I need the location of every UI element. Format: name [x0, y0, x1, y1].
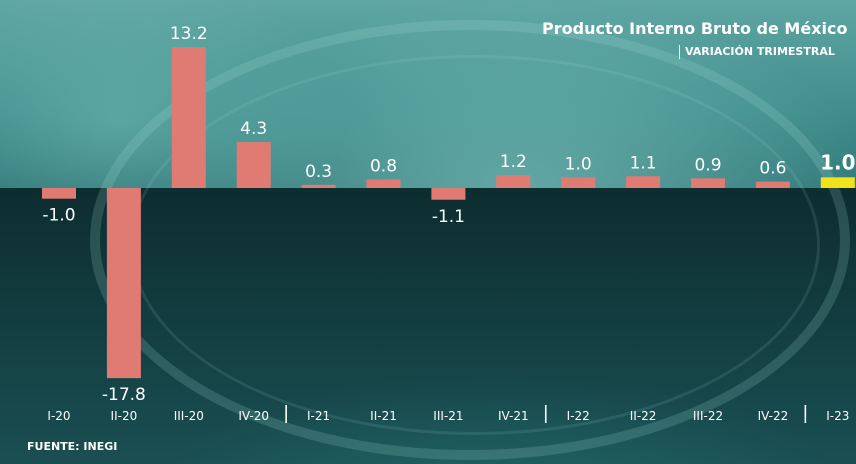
- category-label-I-21: I-21: [307, 409, 330, 423]
- value-label-IV-20: 4.3: [240, 119, 267, 139]
- bar-II-22: [626, 176, 661, 188]
- category-label-I-22: I-22: [567, 409, 590, 423]
- value-label-IV-21: 1.2: [500, 152, 527, 172]
- bar-III-22: [691, 178, 725, 188]
- bar-I-20: [42, 188, 76, 199]
- bar-II-21: [366, 179, 401, 188]
- bar-II-20: [106, 188, 141, 379]
- bar-III-21: [431, 188, 466, 200]
- value-label-II-22: 1.1: [630, 153, 657, 173]
- bar-IV-22: [755, 181, 790, 188]
- value-label-I-20: -1.0: [42, 206, 75, 226]
- chart-subtitle: VARIACIÓN TRIMESTRAL: [679, 45, 856, 59]
- bar-I-23: [820, 177, 855, 188]
- value-label-I-23: 1.0: [820, 150, 855, 174]
- value-label-II-20: -17.8: [102, 385, 146, 405]
- category-label-I-23: I-23: [826, 409, 849, 423]
- category-label-II-22: II-22: [630, 409, 657, 423]
- value-label-II-21: 0.8: [370, 156, 397, 176]
- value-label-III-20: 13.2: [170, 24, 208, 44]
- category-label-III-22: III-22: [693, 409, 723, 423]
- bar-I-22: [561, 177, 596, 188]
- value-label-I-22: 1.0: [565, 154, 592, 174]
- source-note: FUENTE: INEGI: [27, 440, 118, 453]
- category-label-III-20: III-20: [174, 409, 204, 423]
- value-label-III-21: -1.1: [432, 207, 465, 227]
- coin-image-ring: [90, 20, 850, 460]
- chart-title: Producto Interno Bruto de México: [542, 19, 848, 38]
- bar-I-21: [301, 184, 336, 188]
- value-label-III-22: 0.9: [694, 155, 721, 175]
- bar-IV-21: [496, 175, 531, 188]
- category-label-III-21: III-21: [433, 409, 463, 423]
- category-label-IV-21: IV-21: [498, 409, 529, 423]
- value-label-I-21: 0.3: [305, 162, 332, 182]
- category-label-IV-22: IV-22: [758, 409, 789, 423]
- value-label-IV-22: 0.6: [759, 159, 786, 179]
- bar-IV-20: [236, 142, 271, 188]
- category-label-IV-20: IV-20: [238, 409, 269, 423]
- category-label-I-20: I-20: [47, 409, 70, 423]
- category-label-II-21: II-21: [370, 409, 397, 423]
- category-label-II-20: II-20: [111, 409, 138, 423]
- bar-III-20: [171, 47, 206, 188]
